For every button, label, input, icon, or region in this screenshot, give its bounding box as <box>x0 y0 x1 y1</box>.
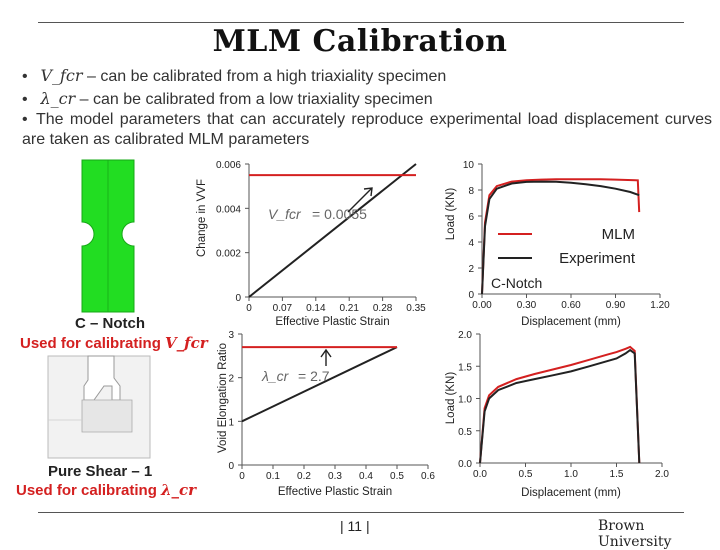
load_shear-x-axis-label: Displacement (mm) <box>521 487 621 499</box>
load_cnotch-y-tick-label: 4 <box>468 238 474 249</box>
bullet-vfcr: • V_fcr – can be calibrated from a high … <box>22 66 446 86</box>
vel-y-tick-label: 0 <box>228 461 234 472</box>
vvf-y-tick-label: 0.002 <box>216 249 241 260</box>
vel-x-tick-label: 0.2 <box>297 471 311 482</box>
load_cnotch-x-tick-label: 0.30 <box>517 300 537 311</box>
load_shear-y-tick-label: 0.5 <box>458 427 472 438</box>
c-notch-label: C – Notch <box>75 315 146 332</box>
load_cnotch-x-tick-label: 0.60 <box>561 300 581 311</box>
load_shear-y-tick-label: 1.5 <box>458 362 472 373</box>
pure-shear-usage: Used for calibrating λ_cr <box>16 481 197 499</box>
vvf-x-tick-label: 0.21 <box>339 303 359 314</box>
vel-x-tick-label: 0.4 <box>359 471 373 482</box>
vel-x-tick-label: 0.6 <box>421 471 435 482</box>
vel-x-tick-label: 0.1 <box>266 471 280 482</box>
load_cnotch-x-tick-label: 0.00 <box>472 300 492 311</box>
vvf-arrow-head-icon <box>363 187 373 197</box>
c-notch-usage: Used for calibrating V_fcr <box>20 334 208 352</box>
vvf-annotation-value: = 0.0055 <box>312 206 367 222</box>
vvf-y-tick-label: 0.006 <box>216 160 241 171</box>
bullet-text: The model parameters that can accurately… <box>22 111 712 148</box>
vvf-x-tick-label: 0.35 <box>406 303 426 314</box>
load_shear-x-tick-label: 2.0 <box>655 469 669 480</box>
vfcr-symbol: V_fcr <box>165 334 208 352</box>
vvf-annotation-symbol: V_fcr <box>268 206 302 222</box>
load_cnotch-y-tick-label: 8 <box>468 186 474 197</box>
load_cnotch-x-tick-label: 0.90 <box>606 300 626 311</box>
bullet-dot-icon: • <box>22 111 28 128</box>
bullet-lambdacr: • λ_cr – can be calibrated from a low tr… <box>22 89 433 109</box>
vvf-x-tick-label: 0.28 <box>373 303 393 314</box>
load_cnotch-y-tick-label: 6 <box>468 212 474 223</box>
vel-annotation-symbol: λ_cr <box>261 368 290 384</box>
lambdacr-symbol: λ_cr <box>40 89 76 108</box>
vel-annotation-value: = 2.7 <box>298 368 330 384</box>
load_cnotch-series-1-line <box>481 178 641 295</box>
bullet-calibration: • The model parameters that can accuratel… <box>22 110 712 150</box>
load_shear-y-axis-label: Load (KN) <box>445 372 457 425</box>
load_cnotch-y-tick-label: 10 <box>463 160 475 171</box>
load_cnotch-series-2-line <box>481 180 640 295</box>
load_shear-x-tick-label: 0.0 <box>473 469 487 480</box>
load_shear-series-1-line <box>479 345 641 464</box>
load_cnotch-legend-label-1: MLM <box>602 226 635 243</box>
bullet-text: – can be calibrated from a high triaxial… <box>82 68 447 85</box>
vvf-x-tick-label: 0 <box>246 303 252 314</box>
vel-x-axis-label: Effective Plastic Strain <box>278 486 392 498</box>
vvf-x-tick-label: 0.14 <box>306 303 326 314</box>
vel-y-tick-label: 3 <box>228 330 234 341</box>
page-number: | 11 | <box>340 518 370 534</box>
vvf-annotation-arrow <box>347 187 373 213</box>
page-title: MLM Calibration <box>212 24 508 59</box>
organization: Brown University <box>598 518 672 550</box>
load_cnotch-legend-label-2: Experiment <box>559 250 636 267</box>
vel-arrow-head-icon <box>320 348 332 358</box>
vel-y-axis-label: Void Elongation Ratio <box>217 343 229 453</box>
vvf-series-1-line <box>248 163 417 298</box>
vvf-x-axis-label: Effective Plastic Strain <box>275 316 389 328</box>
load_cnotch-y-tick-label: 0 <box>468 290 474 301</box>
vvf-y-tick-label: 0.004 <box>216 204 241 215</box>
load_shear-x-tick-label: 1.0 <box>564 469 578 480</box>
vel-y-tick-label: 2 <box>228 374 234 385</box>
top-rule <box>38 22 684 23</box>
load_cnotch-y-axis-label: Load (KN) <box>445 188 457 241</box>
vel-y-tick-label: 1 <box>228 417 234 428</box>
vvf-y-axis-label: Change in VVF <box>196 179 208 257</box>
vvf-y-tick-label: 0 <box>235 293 241 304</box>
load_shear-y-tick-label: 1.0 <box>458 395 472 406</box>
load_shear-x-tick-label: 1.5 <box>610 469 624 480</box>
vel-x-tick-label: 0 <box>239 471 245 482</box>
load_shear-y-tick-label: 0.0 <box>458 459 472 470</box>
load_cnotch-x-tick-label: 1.20 <box>650 300 670 311</box>
load_cnotch-x-axis-label: Displacement (mm) <box>521 316 621 328</box>
vvf-x-tick-label: 0.07 <box>273 303 293 314</box>
bottom-rule <box>38 512 684 513</box>
load_shear-y-tick-label: 2.0 <box>458 330 472 341</box>
load_cnotch-specimen-label: C-Notch <box>491 275 542 291</box>
vel-series-1-line <box>241 346 398 423</box>
load_shear-x-tick-label: 0.5 <box>519 469 533 480</box>
vel-x-tick-label: 0.3 <box>328 471 342 482</box>
pure-shear-label: Pure Shear – 1 <box>48 463 153 480</box>
bullet-dot-icon: • <box>22 68 28 85</box>
bullet-text: – can be calibrated from a low triaxiali… <box>75 91 433 108</box>
load_cnotch-y-tick-label: 2 <box>468 264 474 275</box>
vel-x-tick-label: 0.5 <box>390 471 404 482</box>
load_shear-series-2-line <box>479 348 641 464</box>
lambdacr-symbol: λ_cr <box>161 481 197 499</box>
bullet-dot-icon: • <box>22 91 28 108</box>
vfcr-symbol: V_fcr <box>40 66 83 85</box>
